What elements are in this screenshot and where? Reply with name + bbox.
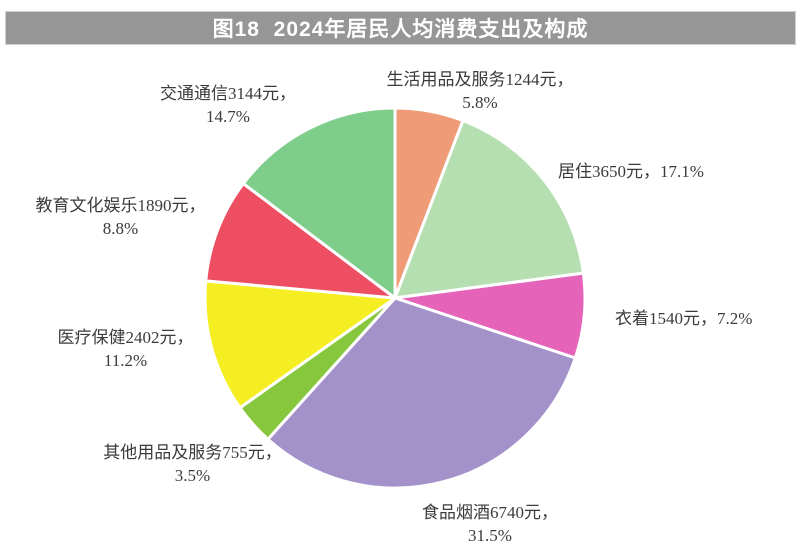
pie-slice-healthcare	[203, 279, 397, 410]
label-other-goods: 其他用品及服务755元， 3.5%	[103, 443, 282, 485]
label-clothing: 衣着1540元，7.2%	[615, 309, 753, 328]
label-education: 教育文化娱乐1890元， 8.8%	[35, 196, 206, 238]
pie-slice-education	[204, 182, 397, 300]
pie-slice-transport	[241, 106, 397, 300]
label-healthcare: 医疗保健2402元， 11.2%	[57, 328, 194, 370]
label-food-tobacco: 食品烟酒6740元， 31.5%	[422, 503, 558, 545]
label-housing: 居住3650元，17.1%	[558, 162, 704, 181]
label-household-goods: 生活用品及服务1244元， 5.8%	[386, 70, 574, 112]
label-transport: 交通通信3144元， 14.7%	[160, 84, 296, 126]
pie-slice-food-tobacco	[266, 296, 577, 490]
chart-title-bar: 图18 2024年居民人均消费支出及构成	[5, 11, 796, 45]
chart-title: 图18 2024年居民人均消费支出及构成	[212, 18, 589, 41]
pie-slice-housing	[393, 119, 585, 300]
